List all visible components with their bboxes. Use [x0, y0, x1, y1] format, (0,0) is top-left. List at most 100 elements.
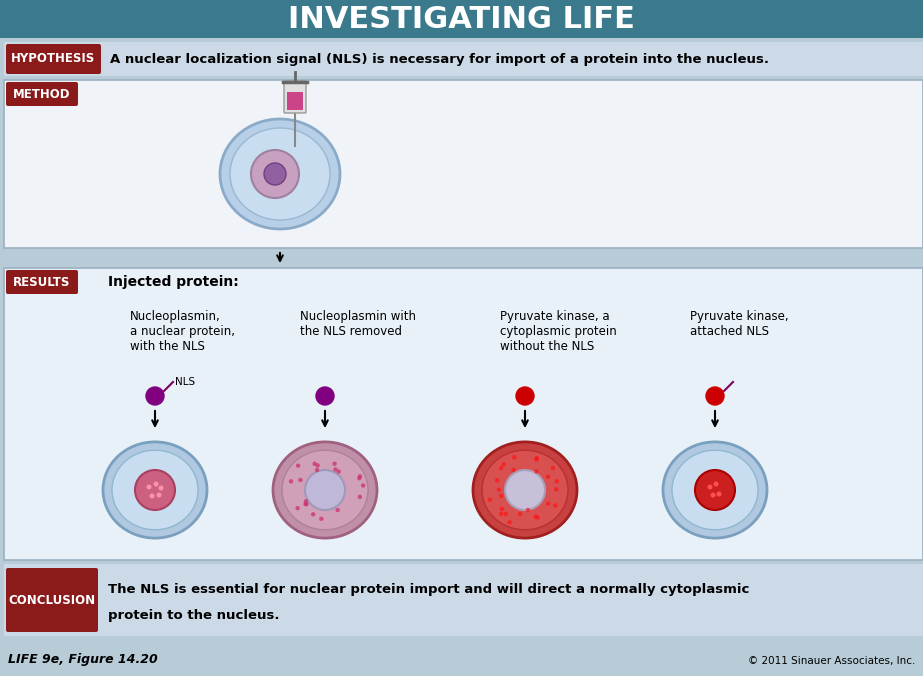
FancyBboxPatch shape [6, 270, 78, 294]
Text: protein to the nucleus.: protein to the nucleus. [108, 609, 280, 623]
Text: HYPOTHESIS: HYPOTHESIS [11, 53, 96, 66]
Text: NLS: NLS [175, 377, 195, 387]
Circle shape [505, 470, 545, 510]
Circle shape [555, 479, 559, 483]
Ellipse shape [282, 450, 368, 530]
Circle shape [251, 150, 299, 198]
Circle shape [295, 506, 300, 510]
Circle shape [508, 520, 511, 525]
Circle shape [146, 387, 164, 405]
Circle shape [499, 507, 504, 511]
Circle shape [535, 515, 540, 520]
Circle shape [153, 481, 159, 487]
Circle shape [157, 493, 162, 498]
Text: Nucleoplasmin with: Nucleoplasmin with [300, 310, 416, 323]
Circle shape [512, 455, 516, 460]
Bar [4, 564, 923, 636]
Circle shape [316, 463, 319, 468]
Circle shape [534, 456, 539, 460]
Text: CONCLUSION: CONCLUSION [8, 594, 96, 606]
Circle shape [499, 466, 503, 470]
Ellipse shape [663, 442, 767, 538]
Ellipse shape [273, 442, 377, 538]
Circle shape [533, 514, 538, 518]
Text: RESULTS: RESULTS [13, 276, 71, 289]
Circle shape [332, 462, 337, 466]
Circle shape [135, 470, 175, 510]
FancyBboxPatch shape [6, 82, 78, 106]
Bar [4, 42, 923, 76]
FancyBboxPatch shape [284, 81, 306, 113]
Circle shape [518, 512, 522, 516]
Circle shape [147, 485, 151, 489]
Circle shape [305, 470, 345, 510]
Text: LIFE 9e, Figure 14.20: LIFE 9e, Figure 14.20 [8, 653, 158, 666]
Circle shape [706, 387, 724, 405]
Circle shape [337, 469, 341, 474]
FancyBboxPatch shape [6, 568, 98, 632]
Circle shape [487, 498, 492, 502]
Circle shape [361, 483, 366, 487]
Circle shape [504, 512, 508, 516]
Text: with the NLS: with the NLS [130, 340, 205, 353]
Circle shape [526, 508, 530, 512]
Circle shape [554, 487, 558, 491]
Circle shape [150, 493, 154, 498]
Circle shape [315, 468, 319, 472]
Circle shape [495, 478, 499, 483]
Circle shape [313, 462, 317, 466]
Circle shape [298, 478, 303, 482]
Text: a nuclear protein,: a nuclear protein, [130, 325, 235, 338]
Text: The NLS is essential for nuclear protein import and will direct a normally cytop: The NLS is essential for nuclear protein… [108, 583, 749, 596]
Circle shape [316, 387, 334, 405]
Ellipse shape [473, 442, 577, 538]
Ellipse shape [103, 442, 207, 538]
Bar [0, 0, 923, 38]
Circle shape [713, 481, 718, 487]
Circle shape [716, 491, 722, 496]
Circle shape [304, 502, 307, 506]
Ellipse shape [112, 450, 198, 530]
Circle shape [511, 468, 516, 473]
Circle shape [357, 476, 362, 481]
Circle shape [305, 502, 308, 506]
Circle shape [296, 464, 300, 468]
Text: A nuclear localization signal (NLS) is necessary for import of a protein into th: A nuclear localization signal (NLS) is n… [110, 53, 769, 66]
Circle shape [708, 485, 713, 489]
Text: without the NLS: without the NLS [500, 340, 594, 353]
Circle shape [695, 470, 735, 510]
Circle shape [304, 499, 308, 504]
Bar [4, 268, 923, 560]
Circle shape [534, 469, 539, 474]
Circle shape [551, 466, 555, 470]
Text: the NLS removed: the NLS removed [300, 325, 402, 338]
Ellipse shape [482, 450, 568, 530]
Ellipse shape [672, 450, 758, 530]
Circle shape [358, 495, 362, 499]
Circle shape [546, 502, 550, 506]
Bar [4, 80, 923, 248]
Circle shape [358, 474, 362, 479]
Text: Pyruvate kinase,: Pyruvate kinase, [690, 310, 788, 323]
Circle shape [159, 485, 163, 491]
Text: INVESTIGATING LIFE: INVESTIGATING LIFE [288, 5, 634, 34]
Text: Injected protein:: Injected protein: [108, 275, 239, 289]
Bar [287, 92, 303, 110]
Circle shape [289, 479, 294, 483]
Ellipse shape [220, 119, 340, 229]
Circle shape [499, 493, 504, 498]
Circle shape [335, 508, 340, 512]
Ellipse shape [230, 128, 330, 220]
Circle shape [333, 467, 338, 472]
Circle shape [545, 475, 550, 479]
Text: cytoplasmic protein: cytoplasmic protein [500, 325, 617, 338]
Text: © 2011 Sinauer Associates, Inc.: © 2011 Sinauer Associates, Inc. [748, 656, 915, 666]
Circle shape [497, 487, 501, 492]
Circle shape [501, 462, 506, 466]
Text: attached NLS: attached NLS [690, 325, 769, 338]
Circle shape [711, 493, 715, 498]
Circle shape [319, 516, 324, 521]
Circle shape [553, 504, 557, 508]
Text: Nucleoplasmin,: Nucleoplasmin, [130, 310, 221, 323]
Circle shape [516, 387, 534, 405]
